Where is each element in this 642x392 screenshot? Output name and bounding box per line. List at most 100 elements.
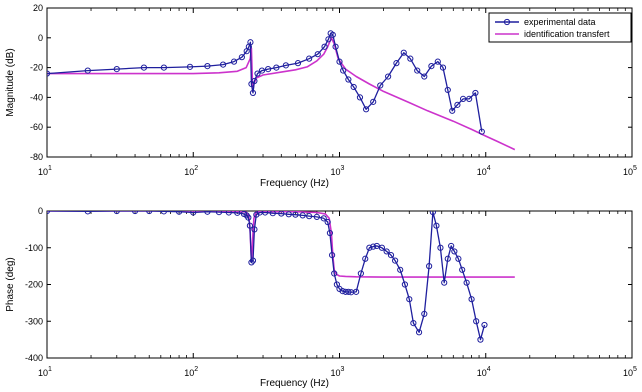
experimental-magnitude-point bbox=[428, 63, 435, 70]
experimental-magnitude-point bbox=[434, 58, 441, 65]
experimental-magnitude-point bbox=[393, 60, 400, 67]
magnitude-xtick-exponent: 2 bbox=[194, 165, 198, 172]
experimental-magnitude-point bbox=[321, 43, 328, 50]
experimental-magnitude-point bbox=[478, 128, 485, 135]
experimental-magnitude-point bbox=[140, 64, 148, 71]
experimental-phase-point bbox=[441, 279, 448, 286]
experimental-magnitude-point bbox=[407, 55, 414, 62]
experimental-magnitude-point bbox=[254, 70, 261, 77]
legend-identification-label: identification transfert bbox=[524, 29, 610, 39]
experimental-magnitude-point bbox=[377, 82, 384, 89]
experimental-phase-point bbox=[378, 244, 386, 251]
experimental-phase-point bbox=[262, 211, 269, 216]
experimental-magnitude-point bbox=[325, 36, 332, 43]
experimental-phase-point bbox=[146, 211, 153, 215]
experimental-phase-point bbox=[459, 266, 466, 273]
experimental-phase-point bbox=[299, 212, 306, 219]
experimental-phase-point bbox=[437, 244, 444, 251]
phase-ytick-label: 0 bbox=[38, 206, 43, 216]
phase-xtick-exponent: 3 bbox=[341, 366, 345, 373]
magnitude-ylabel: Magnitude (dB) bbox=[5, 48, 16, 116]
experimental-phase-point bbox=[324, 218, 331, 226]
phase-xtick-exponent: 5 bbox=[633, 366, 637, 373]
magnitude-ytick-label: -20 bbox=[30, 63, 43, 73]
experimental-phase-point bbox=[113, 211, 120, 215]
experimental-magnitude-point bbox=[249, 89, 257, 97]
phase-xtick-exponent: 1 bbox=[48, 366, 52, 373]
phase-series-group bbox=[47, 211, 515, 343]
experimental-magnitude-point bbox=[47, 70, 51, 77]
experimental-phase-point bbox=[47, 211, 51, 215]
experimental-phase-point bbox=[306, 213, 313, 220]
experimental-magnitude-point bbox=[336, 58, 343, 65]
experimental-phase-point bbox=[406, 296, 413, 303]
experimental-magnitude-point bbox=[444, 86, 451, 94]
experimental-magnitude-point bbox=[350, 83, 357, 91]
experimental-phase-point bbox=[320, 215, 327, 222]
experimental-phase-point bbox=[353, 288, 360, 295]
magnitude-ytick-label: 0 bbox=[38, 33, 43, 43]
experimental-phase-point bbox=[225, 211, 232, 216]
experimental-magnitude-point bbox=[362, 106, 370, 113]
experimental-phase-point bbox=[131, 211, 139, 215]
experimental-magnitude-point bbox=[314, 51, 321, 58]
experimental-phase-point bbox=[249, 257, 257, 264]
phase-xtick-exponent: 4 bbox=[487, 366, 491, 373]
experimental-phase-point bbox=[383, 248, 390, 255]
experimental-phase-point bbox=[421, 310, 428, 317]
experimental-phase-point bbox=[190, 211, 197, 216]
experimental-magnitude-point bbox=[258, 67, 266, 74]
experimental-phase-point bbox=[433, 222, 440, 229]
experimental-phase-point bbox=[473, 318, 480, 325]
experimental-magnitude-point bbox=[220, 61, 227, 68]
experimental-magnitude-point bbox=[414, 67, 421, 74]
experimental-phase-point bbox=[401, 281, 408, 288]
experimental-magnitude-point bbox=[204, 63, 211, 70]
phase-ylabel: Phase (deg) bbox=[5, 257, 16, 311]
experimental-phase-point bbox=[397, 266, 404, 273]
experimental-phase-point bbox=[248, 259, 255, 266]
experimental-phase-point bbox=[251, 226, 258, 233]
experimental-phase-point bbox=[451, 248, 458, 255]
experimental-magnitude-point bbox=[340, 67, 347, 74]
experimental-magnitude-point bbox=[459, 95, 467, 102]
experimental-magnitude-point bbox=[439, 64, 447, 71]
experimental-phase-point bbox=[481, 321, 488, 329]
experimental-magnitude-point bbox=[265, 65, 272, 73]
experimental-phase-point bbox=[313, 213, 320, 220]
magnitude-xtick-exponent: 5 bbox=[633, 165, 637, 172]
experimental-magnitude-point bbox=[84, 67, 91, 74]
magnitude-xtick-exponent: 4 bbox=[487, 165, 491, 172]
magnitude-ytick-label: -60 bbox=[30, 122, 43, 132]
experimental-phase-point bbox=[366, 244, 373, 251]
experimental-magnitude-point bbox=[251, 77, 258, 85]
experimental-phase-point bbox=[444, 255, 451, 262]
experimental-phase-point bbox=[345, 288, 352, 295]
experimental-phase-point bbox=[362, 255, 369, 262]
experimental-magnitude-point bbox=[356, 94, 364, 101]
legend-experimental-marker bbox=[503, 18, 511, 26]
identification-magnitude-line bbox=[47, 36, 516, 151]
experimental-magnitude-point bbox=[332, 43, 339, 50]
experimental-phase-point bbox=[468, 296, 475, 303]
experimental-magnitude-point bbox=[247, 39, 254, 46]
experimental-phase-point bbox=[328, 252, 336, 259]
experimental-magnitude-point bbox=[385, 73, 392, 80]
experimental-phase-point bbox=[84, 211, 91, 215]
experimental-magnitude-point bbox=[294, 60, 302, 67]
experimental-phase-point bbox=[269, 211, 276, 217]
experimental-phase-point bbox=[387, 252, 395, 259]
phase-xtick-exponent: 2 bbox=[194, 366, 198, 373]
phase-xlabel: Frequency (Hz) bbox=[260, 378, 329, 389]
experimental-phase-point bbox=[455, 255, 462, 262]
experimental-phase-point bbox=[215, 211, 223, 216]
experimental-magnitude-point bbox=[449, 107, 456, 114]
magnitude-xtick-exponent: 1 bbox=[48, 165, 52, 172]
magnitude-xtick-exponent: 3 bbox=[341, 165, 345, 172]
experimental-magnitude-point bbox=[306, 55, 313, 62]
experimental-phase-point bbox=[448, 242, 455, 250]
experimental-magnitude-point bbox=[400, 49, 407, 56]
experimental-magnitude-point bbox=[113, 65, 120, 73]
